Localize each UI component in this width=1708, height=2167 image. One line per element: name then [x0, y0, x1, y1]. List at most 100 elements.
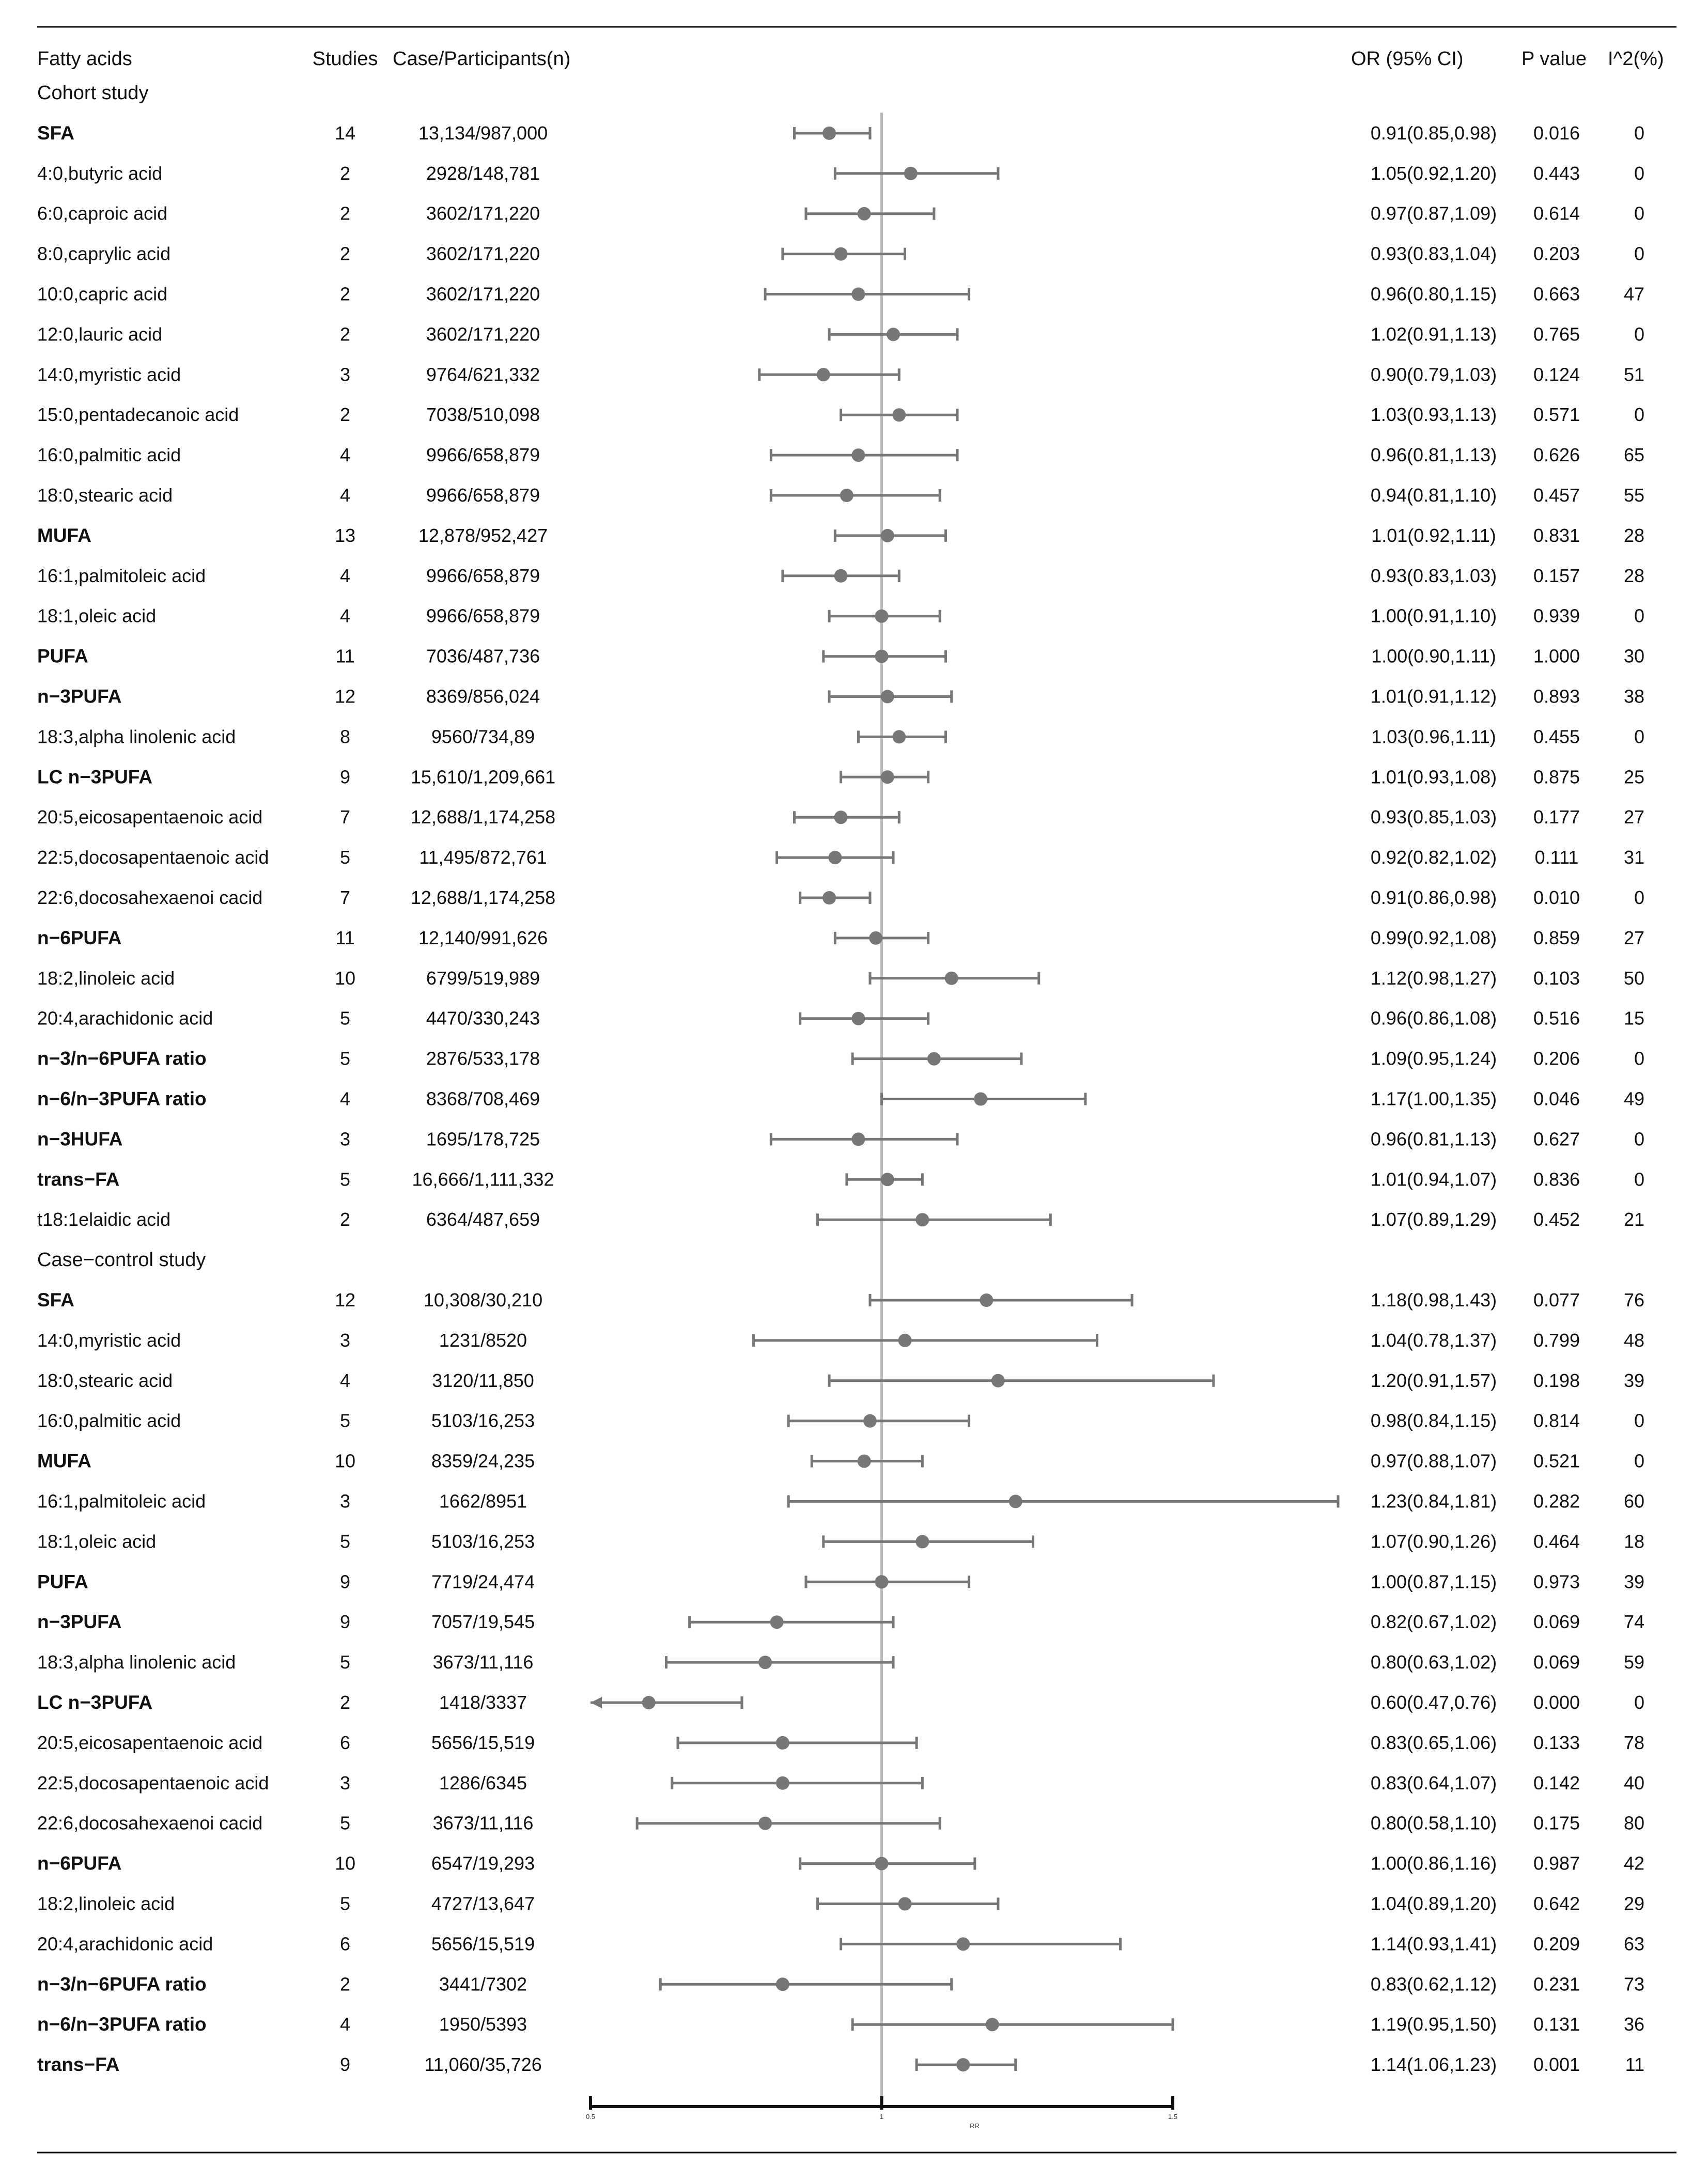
forest-row: 18:2,linoleic acid 10 6799/519,989 1.12(0.9…: [37, 968, 1644, 989]
row-label: 15:0,pentadecanoic acid: [37, 404, 239, 425]
or-point: [834, 247, 848, 261]
row-cases: 3120/11,850: [432, 1370, 534, 1391]
row-studies: 3: [340, 364, 350, 385]
row-studies: 13: [335, 525, 355, 546]
row-studies: 9: [340, 1571, 350, 1592]
x-axis-label: RR: [970, 2122, 980, 2130]
or-point: [851, 448, 865, 462]
row-i2: 0: [1634, 1168, 1644, 1190]
row-i2: 0: [1634, 1128, 1644, 1149]
row-i2: 78: [1624, 1732, 1644, 1753]
row-i2: 51: [1624, 364, 1644, 385]
forest-row: SFA 14 13,134/987,000 0.91(0.85,0.98) 0.016 0: [37, 122, 1644, 144]
or-point: [857, 207, 871, 221]
row-label: 16:0,palmitic acid: [37, 444, 181, 465]
row-studies: 12: [335, 686, 355, 707]
row-i2: 15: [1624, 1008, 1644, 1029]
row-p-value: 0.571: [1533, 404, 1580, 425]
forest-row: 22:6,docosahexaenoi cacid 7 12,688/1,174,2…: [37, 887, 1644, 908]
row-p-value: 0.046: [1533, 1088, 1580, 1110]
row-label: n−6PUFA: [37, 1853, 121, 1874]
or-point: [898, 1333, 912, 1347]
row-p-value: 0.124: [1533, 364, 1580, 385]
row-p-value: 0.663: [1533, 284, 1580, 305]
row-p-value: 0.111: [1535, 847, 1579, 868]
row-cases: 8368/708,469: [426, 1088, 540, 1110]
row-i2: 42: [1624, 1853, 1644, 1874]
row-or-ci: 1.01(0.94,1.07): [1371, 1168, 1497, 1190]
row-or-ci: 0.96(0.80,1.15): [1371, 284, 1497, 305]
row-label: 20:5,eicosapentaenoic acid: [37, 806, 262, 828]
row-cases: 3602/171,220: [426, 243, 540, 264]
forest-row: 18:0,stearic acid 4 3120/11,850 1.20(0.91,1…: [37, 1370, 1644, 1391]
row-cases: 6799/519,989: [426, 968, 540, 989]
row-or-ci: 1.00(0.86,1.16): [1371, 1853, 1497, 1874]
row-or-ci: 1.00(0.87,1.15): [1371, 1571, 1497, 1592]
or-point: [822, 126, 836, 140]
row-p-value: 0.209: [1533, 1933, 1580, 1954]
row-or-ci: 0.96(0.81,1.13): [1371, 444, 1497, 465]
or-point: [875, 609, 889, 623]
row-studies: 2: [340, 243, 350, 264]
row-p-value: 0.626: [1533, 444, 1580, 465]
row-cases: 4470/330,243: [426, 1008, 540, 1029]
row-or-ci: 0.93(0.83,1.03): [1371, 565, 1497, 586]
header-i2: I^2(%): [1608, 48, 1664, 70]
row-studies: 11: [335, 646, 354, 667]
row-cases: 8369/856,024: [426, 686, 540, 707]
forest-row: n−6/n−3PUFA ratio 4 8368/708,469 1.17(1.00,…: [37, 1088, 1644, 1110]
row-i2: 21: [1624, 1209, 1644, 1230]
row-i2: 74: [1624, 1611, 1644, 1632]
row-i2: 29: [1624, 1893, 1644, 1914]
row-p-value: 0.814: [1533, 1410, 1580, 1431]
row-label: 22:5,docosapentaenoic acid: [37, 1772, 269, 1794]
row-p-value: 0.452: [1533, 1209, 1580, 1230]
row-cases: 13,134/987,000: [418, 122, 548, 144]
row-p-value: 0.859: [1533, 927, 1580, 948]
row-or-ci: 0.97(0.88,1.07): [1371, 1451, 1497, 1472]
row-cases: 3441/7302: [439, 1973, 527, 1994]
row-label: LC n−3PUFA: [37, 1692, 152, 1713]
row-label: 20:4,arachidonic acid: [37, 1008, 213, 1029]
row-label: 22:6,docosahexaenoi cacid: [37, 887, 262, 908]
row-i2: 0: [1634, 404, 1644, 425]
row-label: 18:1,oleic acid: [37, 605, 156, 627]
or-point: [851, 287, 865, 301]
forest-row: 20:5,eicosapentaenoic acid 7 12,688/1,174,…: [37, 806, 1644, 828]
or-point: [915, 1213, 929, 1227]
or-point: [904, 166, 918, 180]
row-or-ci: 1.04(0.89,1.20): [1371, 1893, 1497, 1914]
or-point: [880, 690, 894, 704]
or-point: [816, 368, 830, 382]
row-i2: 36: [1624, 2014, 1644, 2035]
row-studies: 10: [335, 968, 355, 989]
row-label: LC n−3PUFA: [37, 766, 152, 787]
row-p-value: 0.464: [1533, 1531, 1580, 1552]
or-point: [834, 810, 848, 824]
row-studies: 11: [335, 927, 354, 948]
row-i2: 0: [1634, 323, 1644, 345]
row-label: 20:5,eicosapentaenoic acid: [37, 1732, 262, 1753]
forest-row: LC n−3PUFA 9 15,610/1,209,661 1.01(0.93,1.0…: [37, 766, 1644, 787]
forest-row: n−6/n−3PUFA ratio 4 1950/5393 1.19(0.95,1.5…: [37, 2014, 1644, 2035]
row-or-ci: 1.02(0.91,1.13): [1371, 323, 1497, 345]
row-p-value: 0.231: [1533, 1973, 1580, 1994]
forest-row: t18:1elaidic acid 2 6364/487,659 1.07(0.89,…: [37, 1209, 1644, 1230]
row-studies: 4: [340, 565, 350, 586]
forest-row: 18:3,alpha linolenic acid 5 3673/11,116 0.8…: [37, 1651, 1644, 1673]
row-label: 14:0,myristic acid: [37, 364, 181, 385]
forest-row: SFA 12 10,308/30,210 1.18(0.98,1.43) 0.077 76: [37, 1289, 1644, 1311]
or-point: [851, 1132, 865, 1146]
row-cases: 7057/19,545: [431, 1611, 535, 1632]
or-point: [927, 1052, 941, 1066]
row-i2: 73: [1624, 1973, 1644, 1994]
row-p-value: 0.157: [1533, 565, 1580, 586]
row-label: n−6/n−3PUFA ratio: [37, 1088, 207, 1110]
row-or-ci: 0.97(0.87,1.09): [1371, 203, 1497, 224]
row-cases: 3673/11,116: [433, 1651, 534, 1673]
row-p-value: 0.131: [1533, 2014, 1580, 2035]
row-label: trans−FA: [37, 2054, 119, 2075]
row-studies: 2: [340, 1973, 350, 1994]
row-cases: 3602/171,220: [426, 203, 540, 224]
row-or-ci: 0.99(0.92,1.08): [1371, 927, 1497, 948]
